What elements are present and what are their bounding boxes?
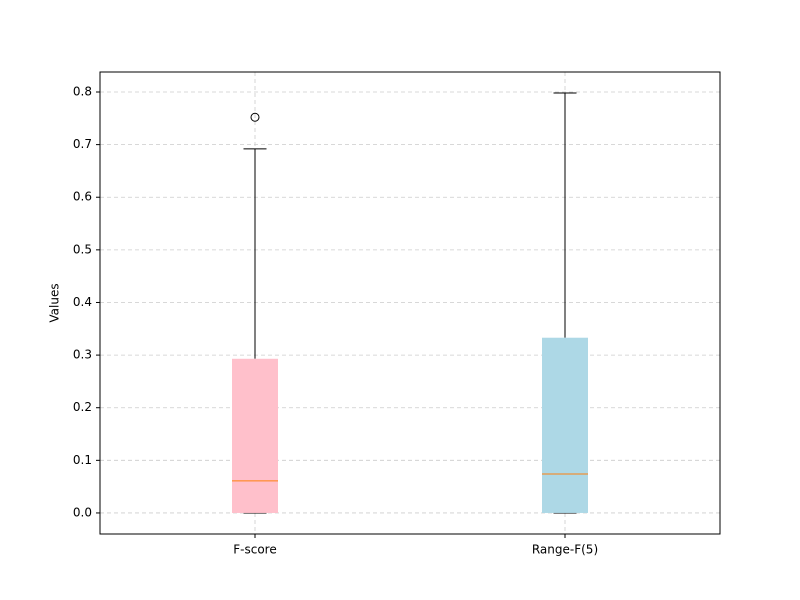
y-tick-label: 0.5 [73, 242, 92, 256]
box [232, 358, 278, 513]
box [542, 337, 588, 513]
y-axis-label: Values [48, 283, 62, 322]
x-tick-label: Range-F(5) [532, 543, 598, 557]
plot-frame [99, 71, 721, 535]
y-tick-label: 0.4 [73, 295, 92, 309]
x-tick-label: F-score [233, 543, 276, 557]
y-tick-label: 0.0 [73, 505, 92, 519]
y-tick-label: 0.2 [73, 400, 92, 414]
y-tick-label: 0.7 [73, 137, 92, 151]
y-tick-label: 0.3 [73, 348, 92, 362]
y-tick-label: 0.6 [73, 190, 92, 204]
y-tick-label: 0.1 [73, 453, 92, 467]
flier [250, 112, 260, 122]
y-tick-label: 0.8 [73, 84, 92, 98]
